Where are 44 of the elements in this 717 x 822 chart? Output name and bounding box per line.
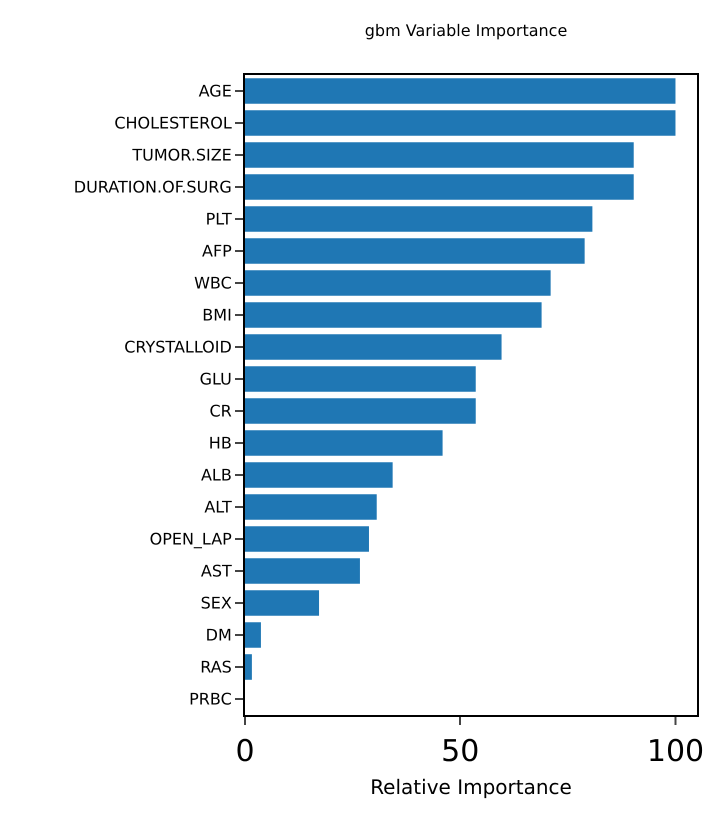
y-tick-label: PRBC [189,690,232,709]
y-tick-label: RAS [200,658,232,677]
x-axis-title: Relative Importance [370,775,572,799]
y-tick-label: SEX [200,594,232,613]
bar [245,302,542,328]
bar [245,174,634,200]
bar [245,238,585,264]
y-tick-label: HB [208,434,232,453]
chart-title: gbm Variable Importance [364,20,568,40]
bar [245,654,252,680]
bar [245,206,592,232]
y-tick-label: DM [206,626,232,645]
x-tick-label: 100 [646,734,704,769]
y-tick-label: TUMOR.SIZE [131,146,232,165]
y-tick-label: DURATION.OF.SURG [74,178,232,197]
y-tick-label: OPEN_LAP [150,530,232,549]
y-tick-label: ALB [200,466,232,485]
bar [245,334,502,360]
y-tick-label: AFP [202,242,232,261]
y-tick-label: CHOLESTEROL [114,114,232,133]
bar [245,110,676,136]
bar [245,590,320,616]
x-tick-label: 50 [441,734,480,769]
bar [245,78,676,104]
bar [245,398,476,424]
y-tick-label: AST [200,562,232,581]
y-tick-label: AGE [198,82,232,101]
y-tick-label: CR [210,402,232,421]
y-tick-label: ALT [204,498,232,517]
y-tick-label: BMI [202,306,232,325]
y-tick-label: PLT [206,210,232,229]
bar [245,494,377,520]
x-tick-label: 0 [235,734,255,769]
y-tick-label: GLU [200,370,232,389]
bar [245,558,360,584]
y-tick-label: CRYSTALLOID [124,338,232,357]
bar [245,526,369,552]
bar [245,366,476,392]
bar [245,622,261,648]
bar [245,142,634,168]
bar [245,462,393,488]
bar [245,430,443,456]
bar [245,270,551,296]
y-tick-label: WBC [194,274,232,293]
